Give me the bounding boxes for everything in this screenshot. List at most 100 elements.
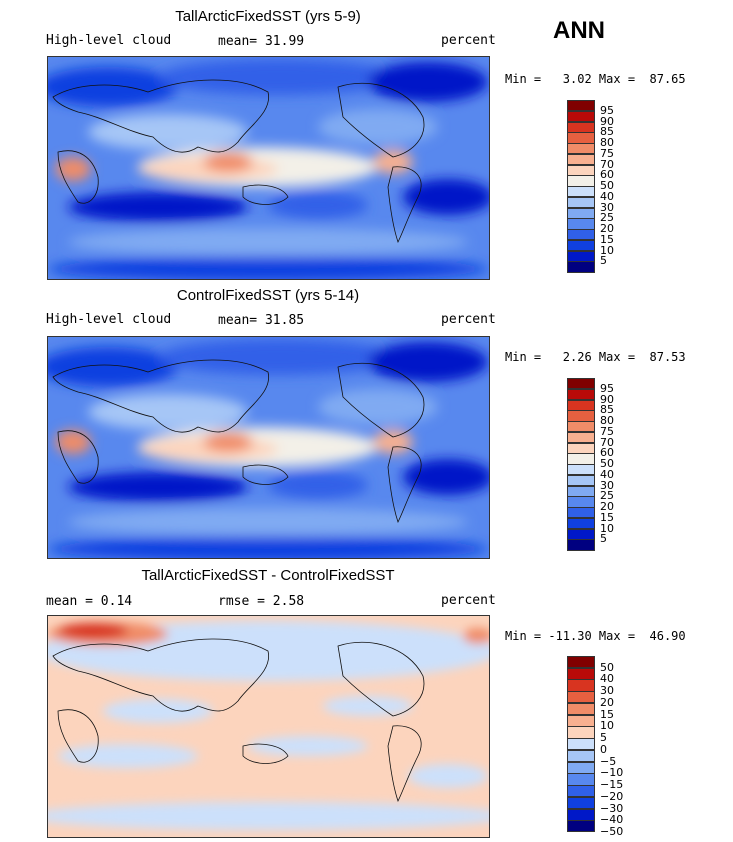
colorbar-swatch xyxy=(567,714,595,727)
colorbar-swatch xyxy=(567,388,595,400)
colorbar-level-label: −50 xyxy=(600,825,624,838)
colorbar-swatch xyxy=(567,378,595,390)
colorbar-level-label: 30 xyxy=(600,478,614,492)
colorbar-swatch xyxy=(567,496,595,508)
panel2-mean-label: mean= 31.85 xyxy=(218,313,305,328)
panel1-coastlines xyxy=(52,79,425,244)
panel2-map-svg xyxy=(48,337,489,558)
colorbar-swatch xyxy=(567,539,595,551)
colorbar-level-label: 60 xyxy=(600,446,614,460)
season-label: ANN xyxy=(553,17,605,44)
colorbar-level-label: 25 xyxy=(600,211,614,225)
colorbar-swatch xyxy=(567,785,595,798)
colorbar-swatch xyxy=(567,667,595,680)
colorbar-swatch xyxy=(567,431,595,443)
colorbar-level-label: −5 xyxy=(600,754,617,768)
colorbar-swatch xyxy=(567,464,595,476)
colorbar-level-label: 75 xyxy=(600,146,614,160)
colorbar-level-label: 15 xyxy=(600,707,614,721)
colorbar-swatch xyxy=(567,738,595,751)
colorbar-level-label: 40 xyxy=(600,672,614,686)
colorbar-level-label: 80 xyxy=(600,414,614,427)
colorbar-swatch xyxy=(567,196,595,208)
colorbar-level-label: 20 xyxy=(600,500,614,513)
panel3-coastlines xyxy=(52,638,425,803)
colorbar-level-label: 95 xyxy=(600,381,614,395)
colorbar-swatch xyxy=(567,110,595,122)
colorbar-swatch xyxy=(567,453,595,465)
panel1-title: TallArcticFixedSST (yrs 5-9) xyxy=(175,8,361,25)
panel1-map-svg xyxy=(48,57,489,279)
colorbar-swatch xyxy=(567,186,595,198)
panel2-map xyxy=(47,336,490,559)
colorbar-level-label: 5 xyxy=(600,532,607,546)
colorbar-swatch xyxy=(567,442,595,454)
colorbar-swatch xyxy=(567,207,595,219)
colorbar-level-label: 70 xyxy=(600,157,614,171)
colorbar-swatch xyxy=(567,410,595,422)
colorbar-level-label: 95 xyxy=(600,103,614,117)
colorbar-swatch xyxy=(567,153,595,165)
panel3-colorbar: 50 40 30 20 15 10 5 0 −5 −10 −15 −20 −30 −40 −50 xyxy=(567,656,637,838)
colorbar-swatch xyxy=(567,517,595,529)
colorbar-level-label: 15 xyxy=(600,232,614,246)
colorbar-level-label: 50 xyxy=(600,179,614,192)
colorbar-level-label: 10 xyxy=(600,719,614,733)
colorbar-swatch xyxy=(567,100,595,112)
colorbar-level-label: 5 xyxy=(600,254,607,268)
colorbar-swatch xyxy=(567,679,595,692)
colorbar-level-label: 5 xyxy=(600,731,607,745)
colorbar-level-label: 50 xyxy=(600,457,614,470)
colorbar-level-label: 90 xyxy=(600,392,614,406)
panel1-units-label: percent xyxy=(441,33,496,48)
colorbar-swatch xyxy=(567,399,595,411)
colorbar-level-label: 20 xyxy=(600,695,614,709)
panel1-mean-label: mean= 31.99 xyxy=(218,34,305,49)
colorbar-level-label: −30 xyxy=(600,801,624,815)
panel3-map xyxy=(47,615,490,838)
panel3-mean-label: mean = 0.14 xyxy=(46,594,133,609)
colorbar-level-label: 50 xyxy=(600,660,614,674)
colorbar-level-label: 70 xyxy=(600,435,614,449)
panel1-map xyxy=(47,56,490,280)
colorbar-swatch xyxy=(567,239,595,251)
panel2-minmax: Min = 2.26 Max = 87.53 xyxy=(505,350,686,364)
colorbar-swatch xyxy=(567,656,595,669)
colorbar-swatch xyxy=(567,229,595,241)
colorbar-level-label: −40 xyxy=(600,813,624,827)
panel2-colorbar: 95 90 85 80 75 70 60 50 40 30 25 20 15 10 5 xyxy=(567,378,637,551)
panel3-title: TallArcticFixedSST - ControlFixedSST xyxy=(141,567,395,584)
colorbar-level-label: 25 xyxy=(600,489,614,503)
colorbar-level-label: 90 xyxy=(600,114,614,128)
colorbar-level-label: 75 xyxy=(600,424,614,438)
colorbar-swatch xyxy=(567,121,595,133)
colorbar-level-label: 40 xyxy=(600,189,614,203)
panel2-variable-label: High-level cloud xyxy=(46,312,172,327)
colorbar-level-label: 85 xyxy=(600,403,614,417)
colorbar-swatch xyxy=(567,820,595,833)
colorbar-level-label: 80 xyxy=(600,136,614,149)
colorbar-swatch xyxy=(567,761,595,774)
colorbar-swatch xyxy=(567,261,595,273)
colorbar-swatch xyxy=(567,485,595,497)
colorbar-level-label: 10 xyxy=(600,521,614,535)
panel1-minmax: Min = 3.02 Max = 87.65 xyxy=(505,72,686,86)
panel3-map-svg xyxy=(48,616,489,837)
colorbar-level-label: −20 xyxy=(600,789,624,803)
panel3-minmax: Min = -11.30 Max = 46.90 xyxy=(505,629,686,643)
colorbar-level-label: 20 xyxy=(600,222,614,235)
colorbar-swatch xyxy=(567,808,595,821)
colorbar-swatch xyxy=(567,143,595,155)
colorbar-level-label: 60 xyxy=(600,168,614,182)
colorbar-swatch xyxy=(567,474,595,486)
colorbar-swatch xyxy=(567,773,595,786)
colorbar-swatch xyxy=(567,726,595,739)
colorbar-level-label: −10 xyxy=(600,766,624,780)
colorbar-swatch xyxy=(567,507,595,519)
colorbar-level-label: 30 xyxy=(600,684,614,698)
colorbar-swatch xyxy=(567,250,595,262)
panel2-units-label: percent xyxy=(441,312,496,327)
colorbar-swatch xyxy=(567,691,595,704)
colorbar-swatch xyxy=(567,175,595,187)
panel1-variable-label: High-level cloud xyxy=(46,33,172,48)
